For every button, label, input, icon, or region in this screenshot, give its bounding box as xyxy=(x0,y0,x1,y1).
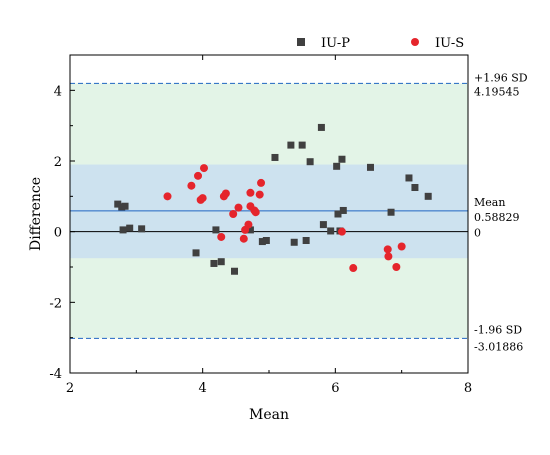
point-iu-p xyxy=(411,184,419,191)
point-iu-p xyxy=(126,224,134,232)
point-iu-s xyxy=(251,208,260,217)
ref-value-mean: 0.58829 xyxy=(474,211,520,224)
point-iu-p xyxy=(424,192,432,200)
point-iu-p xyxy=(210,259,218,267)
point-iu-p xyxy=(319,221,327,229)
x-axis-title: Mean xyxy=(249,407,289,423)
point-iu-s xyxy=(221,189,230,198)
ref-label-lower: -1.96 SD xyxy=(474,323,522,336)
x-tick-label: 2 xyxy=(66,381,74,396)
point-iu-s xyxy=(246,188,255,197)
legend: IU-P IU-S xyxy=(297,36,464,51)
point-iu-s xyxy=(234,203,243,212)
point-iu-p xyxy=(192,249,200,257)
y-tick-label: -4 xyxy=(49,367,62,382)
point-iu-p xyxy=(334,210,342,218)
ref-label-zero: 0 xyxy=(474,227,481,240)
point-iu-p xyxy=(246,226,254,234)
y-tick-label: 4 xyxy=(54,84,62,99)
point-iu-s xyxy=(397,242,406,251)
ref-value-lower: -3.01886 xyxy=(474,340,523,353)
legend-marker-iu-s xyxy=(411,38,419,46)
point-iu-s xyxy=(194,171,203,180)
point-iu-p xyxy=(138,225,146,233)
point-iu-p xyxy=(114,200,122,208)
point-iu-p xyxy=(262,237,270,244)
y-tick-label: 0 xyxy=(54,226,62,241)
x-tick-label: 8 xyxy=(464,381,472,396)
point-iu-s xyxy=(163,192,172,201)
legend-label-iu-p: IU-P xyxy=(321,36,350,51)
point-iu-p xyxy=(405,174,413,182)
point-iu-s xyxy=(337,227,346,236)
point-iu-s xyxy=(349,264,358,273)
point-iu-s xyxy=(229,210,238,218)
reference-labels-layer: +1.96 SD4.19545 Mean 0.58829 0 -1.96 SD -3.01… xyxy=(474,71,528,353)
x-tick-label: 6 xyxy=(331,381,339,396)
point-iu-p xyxy=(217,258,225,266)
point-iu-s xyxy=(217,232,226,241)
point-iu-p xyxy=(119,226,127,234)
point-iu-p xyxy=(327,227,335,235)
point-iu-p xyxy=(298,141,306,149)
point-iu-s xyxy=(392,263,401,271)
point-iu-s xyxy=(384,252,393,261)
point-iu-p xyxy=(339,206,347,214)
legend-label-iu-s: IU-S xyxy=(435,36,464,51)
point-iu-p xyxy=(333,162,341,170)
ref-label-upper: +1.96 SD xyxy=(474,71,528,84)
point-iu-s xyxy=(187,181,196,190)
point-iu-s xyxy=(257,178,266,187)
point-iu-s xyxy=(244,220,253,229)
y-axis-title: Difference xyxy=(28,177,44,251)
point-iu-p xyxy=(231,267,239,275)
point-iu-s xyxy=(383,245,392,254)
point-iu-p xyxy=(387,208,395,216)
x-tick-label: 4 xyxy=(199,381,207,396)
points-layer xyxy=(114,123,432,275)
point-iu-p xyxy=(212,226,220,234)
point-iu-p xyxy=(317,123,325,131)
point-iu-p xyxy=(271,153,279,161)
reference-lines-layer xyxy=(70,82,468,339)
legend-marker-iu-p xyxy=(297,38,305,46)
point-iu-p xyxy=(287,141,295,149)
point-iu-s xyxy=(198,194,207,203)
ticks-layer: 2 4 6 8 -4 -2 0 2 4 xyxy=(49,55,472,396)
point-iu-s xyxy=(199,164,208,173)
point-iu-p xyxy=(258,238,266,246)
point-iu-p xyxy=(121,202,129,210)
ref-label-mean: Mean xyxy=(474,196,505,209)
point-iu-p xyxy=(290,238,298,246)
point-iu-p xyxy=(366,163,374,171)
point-iu-s xyxy=(255,190,264,199)
y-tick-label: -2 xyxy=(49,296,62,311)
point-iu-s xyxy=(239,234,248,243)
ref-value-upper: 4.19545 xyxy=(474,85,520,98)
point-iu-p xyxy=(302,237,310,244)
y-tick-label: 2 xyxy=(54,155,62,170)
point-iu-p xyxy=(338,155,346,163)
point-iu-p xyxy=(306,158,314,166)
